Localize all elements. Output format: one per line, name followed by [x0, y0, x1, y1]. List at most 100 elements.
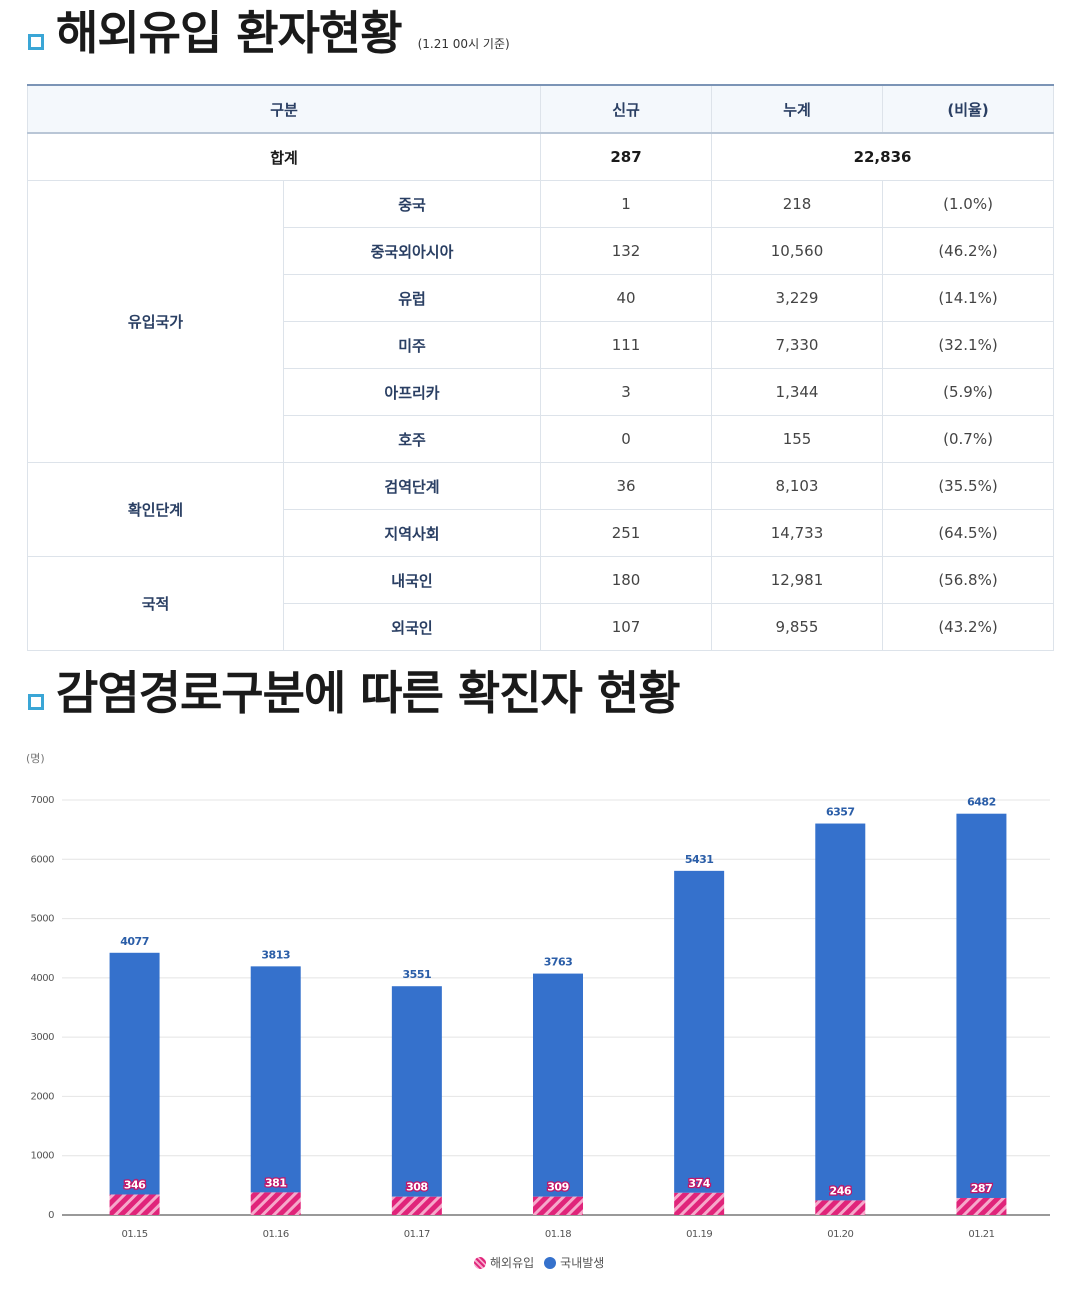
y-tick-label: 2000: [31, 1091, 55, 1102]
y-axis-unit-label: (명): [26, 752, 45, 765]
x-tick-label: 01.21: [968, 1229, 994, 1240]
ratio-value: (35.5%): [882, 462, 1055, 510]
table-row: 유럽 40 3,229 (14.1%): [28, 274, 1055, 322]
row-label: 검역단계: [282, 462, 542, 510]
domestic-bar: [674, 870, 725, 1193]
imported-bar: [250, 1192, 301, 1215]
imported-bar: [674, 1192, 725, 1215]
domestic-data-label: 6357: [826, 806, 855, 819]
cumulative-value: 9,855: [711, 603, 884, 651]
new-value: 107: [540, 603, 713, 651]
domestic-data-label: 5431: [685, 853, 714, 866]
ratio-value: (46.2%): [882, 227, 1055, 275]
ratio-value: (43.2%): [882, 603, 1055, 651]
row-label: 호주: [282, 415, 542, 463]
section-heading-route: 감염경로구분에 따른 확진자 현황: [28, 666, 681, 720]
total-row: 합계 287 22,836: [26, 132, 1055, 181]
new-value: 180: [540, 556, 713, 604]
ratio-value: (32.1%): [882, 321, 1055, 369]
imported-data-label: 246: [830, 1184, 852, 1197]
total-label: 합계: [26, 132, 542, 181]
row-label: 지역사회: [282, 509, 542, 557]
table-row: 외국인 107 9,855 (43.2%): [28, 603, 1055, 651]
domestic-bar: [250, 966, 301, 1193]
header-cumulative: 누계: [711, 84, 884, 134]
chart-legend: 해외유입 국내발생: [474, 1254, 614, 1271]
table-header-row: 구분 신규 누계 (비율): [26, 84, 1055, 134]
cumulative-value: 155: [711, 415, 884, 463]
imported-data-label: 287: [971, 1182, 992, 1195]
imported-bar: [956, 1197, 1007, 1215]
y-tick-label: 7000: [31, 795, 55, 806]
square-bullet-icon: [28, 34, 44, 50]
row-label: 유럽: [282, 274, 542, 322]
new-value: 0: [540, 415, 713, 463]
imported-cases-table: 구분 신규 누계 (비율) 합계 287 22,836 유입국가 중국 1 218 (1…: [26, 84, 1055, 651]
y-tick-label: 5000: [31, 914, 55, 925]
legend-label: 해외유입: [490, 1256, 535, 1270]
cumulative-value: 8,103: [711, 462, 884, 510]
group-label: 확인단계: [27, 462, 284, 557]
imported-swatch-icon: [474, 1256, 486, 1269]
domestic-bar: [533, 973, 583, 1197]
row-label: 내국인: [282, 556, 542, 604]
cumulative-value: 14,733: [711, 509, 884, 557]
new-value: 40: [540, 274, 713, 322]
square-bullet-icon: [28, 694, 44, 710]
legend-item-domestic: 국내발생: [544, 1254, 604, 1271]
domestic-data-label: 6482: [967, 796, 996, 809]
imported-bar: [109, 1194, 160, 1215]
domestic-data-label: 3813: [261, 948, 290, 961]
header-new: 신규: [540, 84, 713, 134]
x-tick-label: 01.15: [122, 1229, 148, 1240]
new-value: 111: [540, 321, 713, 369]
legend-label: 국내발생: [560, 1256, 605, 1270]
section-heading-imported: 해외유입 환자현황 (1.21 00시 기준): [28, 10, 510, 56]
cumulative-value: 1,344: [711, 368, 884, 416]
header-ratio: (비율): [882, 84, 1055, 134]
domestic-bar: [815, 823, 866, 1201]
y-tick-label: 0: [48, 1210, 54, 1221]
total-new: 287: [540, 132, 713, 181]
y-tick-label: 3000: [31, 1032, 55, 1043]
group-label: 유입국가: [27, 180, 284, 463]
x-tick-label: 01.19: [686, 1229, 712, 1240]
legend-item-imported: 해외유입: [474, 1254, 534, 1271]
imported-data-label: 309: [547, 1181, 568, 1194]
row-label: 미주: [282, 321, 542, 369]
cumulative-value: 3,229: [711, 274, 884, 322]
cumulative-value: 10,560: [711, 227, 884, 275]
new-value: 251: [540, 509, 713, 557]
table-row: 확인단계 검역단계 36 8,103 (35.5%): [27, 462, 1055, 557]
new-value: 132: [540, 227, 713, 275]
x-tick-label: 01.18: [545, 1229, 571, 1240]
domestic-bar: [956, 813, 1007, 1198]
table-row: 호주 0 155 (0.7%): [28, 415, 1055, 463]
stacked-bar-chart: (명) 0 1000 2000 3000 4000 5000 6000 7000 4077 346 0…: [26, 752, 1050, 1240]
reference-time-note: (1.21 00시 기준): [417, 37, 510, 51]
domestic-bar: [109, 952, 160, 1195]
ratio-value: (64.5%): [882, 509, 1055, 557]
ratio-value: (14.1%): [882, 274, 1055, 322]
total-cumulative: 22,836: [711, 132, 1055, 181]
section-title: 해외유입 환자현황: [56, 6, 403, 60]
imported-data-label: 308: [406, 1181, 427, 1194]
imported-bar: [391, 1196, 442, 1215]
table-row: 미주 111 7,330 (32.1%): [28, 321, 1055, 369]
imported-bar: [533, 1196, 583, 1215]
ratio-value: (0.7%): [882, 415, 1055, 463]
group-label: 국적: [27, 556, 284, 651]
ratio-value: (5.9%): [882, 368, 1055, 416]
ratio-value: (56.8%): [882, 556, 1055, 604]
y-tick-label: 4000: [31, 973, 55, 984]
section-title: 감염경로구분에 따른 확진자 현황: [56, 666, 681, 720]
table-row: 국적 내국인 180 12,981 (56.8%): [27, 556, 1055, 651]
table-row: 유입국가 중국 1 218 (1.0%): [27, 180, 1055, 463]
cumulative-value: 218: [711, 180, 884, 228]
y-tick-label: 1000: [31, 1151, 55, 1162]
imported-data-label: 374: [688, 1177, 710, 1190]
new-value: 3: [540, 368, 713, 416]
domestic-data-label: 3763: [544, 956, 573, 969]
domestic-data-label: 4077: [120, 935, 149, 948]
row-label: 아프리카: [282, 368, 542, 416]
